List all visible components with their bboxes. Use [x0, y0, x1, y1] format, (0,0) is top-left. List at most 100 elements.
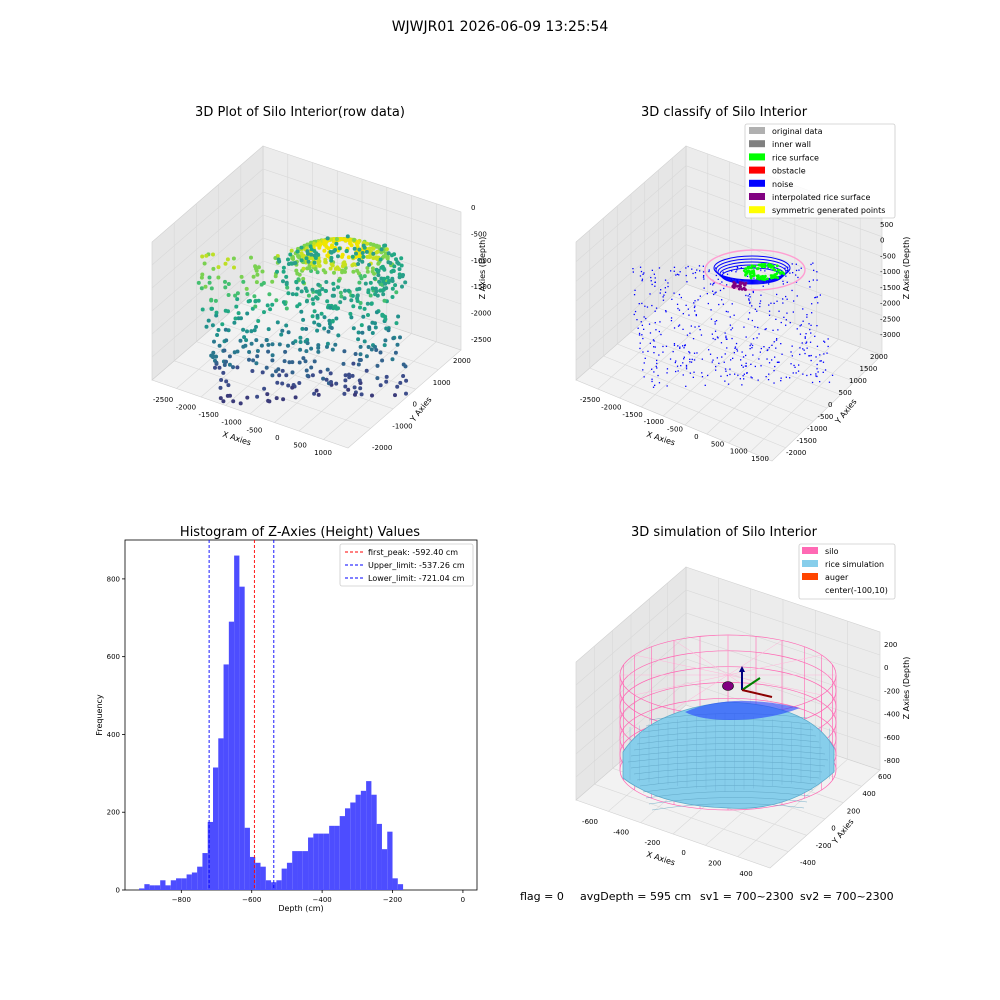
noise-point — [720, 375, 722, 377]
noise-point — [813, 269, 815, 271]
noise-point — [737, 374, 739, 376]
histogram-bar — [329, 825, 335, 890]
raw-point — [331, 287, 336, 292]
noise-point — [721, 356, 723, 358]
raw-point — [363, 281, 368, 286]
classify-plot-legend: original data inner wall rice surface obsta… — [744, 123, 896, 219]
noise-point — [751, 319, 753, 322]
raw-point — [254, 280, 259, 285]
rice-surface-point — [755, 274, 759, 278]
noise-point — [653, 371, 655, 373]
simulation-x-tick-label: -200 — [644, 839, 660, 847]
noise-point — [802, 348, 804, 350]
classify-plot-z-ticks: 500 0 -500 -1000 -1500 -2000 -2500 -3000 — [880, 221, 900, 339]
noise-point — [735, 271, 737, 273]
raw-plot-y-ticks: 2000 1000 0 -1000 -2000 — [372, 357, 471, 452]
raw-point — [350, 254, 355, 259]
noise-point — [652, 339, 655, 341]
histogram-bar — [339, 816, 345, 890]
noise-point — [759, 305, 761, 308]
rice-surface-point — [756, 277, 759, 280]
noise-point — [721, 299, 723, 301]
simulation-z-tick-label: -800 — [884, 757, 900, 765]
histogram-reference-lines — [208, 540, 275, 890]
raw-point — [266, 327, 271, 332]
noise-point — [722, 303, 724, 305]
noise-point — [762, 285, 764, 287]
noise-point — [643, 376, 645, 378]
raw-point — [384, 286, 389, 291]
raw-point — [299, 309, 304, 314]
raw-point — [241, 279, 246, 284]
noise-point — [694, 300, 696, 302]
noise-point — [654, 310, 656, 312]
raw-point — [373, 286, 378, 291]
raw-point — [255, 394, 260, 399]
noise-point — [697, 299, 699, 301]
classify-x-tick-label: -2000 — [601, 403, 621, 411]
noise-point — [810, 263, 812, 266]
noise-point — [733, 314, 735, 316]
grid-line — [617, 343, 814, 422]
raw-point — [356, 337, 361, 342]
noise-point — [731, 270, 733, 272]
noise-point — [644, 357, 646, 359]
raw-point — [298, 335, 303, 340]
histogram-bar — [334, 825, 340, 890]
raw-point — [404, 378, 409, 383]
histogram-bar — [160, 880, 166, 890]
classify-y-tick-label: 500 — [839, 389, 852, 397]
noise-point — [740, 359, 742, 361]
raw-point — [213, 365, 217, 370]
raw-point — [246, 299, 251, 304]
noise-point — [758, 358, 760, 360]
noise-point — [671, 298, 673, 300]
raw-point — [312, 320, 317, 325]
histogram-bar — [350, 802, 356, 890]
noise-point — [683, 347, 685, 349]
simulation-x-tick-label: -400 — [613, 828, 629, 836]
raw-point — [323, 270, 328, 275]
raw-point — [383, 317, 388, 322]
raw-point — [331, 281, 336, 286]
raw-point — [373, 325, 378, 330]
noise-point — [750, 343, 752, 345]
noise-point — [815, 296, 817, 298]
raw-point — [404, 391, 408, 396]
raw-point — [369, 301, 374, 306]
rice-surface-point — [748, 272, 752, 276]
noise-point — [639, 275, 642, 277]
noise-point — [725, 310, 727, 313]
raw-plot-points — [196, 234, 409, 406]
raw-point — [348, 311, 353, 316]
classify-y-tick-label: 0 — [828, 401, 832, 409]
noise-point — [736, 267, 739, 269]
histogram-bar — [392, 878, 398, 890]
noise-point — [640, 321, 642, 323]
simulation-plot-z-label: Z Axies (Depth) — [902, 657, 911, 720]
noise-point — [701, 372, 703, 374]
simulation-plot-legend: silo rice simulation auger center(-100,10) — [798, 543, 896, 600]
raw-y-tick-label: -2000 — [372, 444, 392, 452]
raw-point — [290, 385, 295, 390]
raw-point — [301, 356, 306, 361]
raw-point — [365, 301, 370, 306]
noise-point — [682, 362, 684, 364]
noise-point — [653, 346, 655, 348]
noise-point — [827, 338, 829, 340]
noise-point — [816, 271, 818, 273]
rice-surface-point — [767, 264, 770, 268]
raw-point — [320, 287, 325, 291]
noise-point — [780, 377, 782, 379]
rice-top-shading — [685, 700, 800, 720]
silo-roof-line — [673, 640, 729, 676]
grid-line — [630, 331, 828, 409]
noise-point — [809, 328, 811, 331]
classify-legend-label: symmetric generated points — [772, 206, 885, 215]
rice-surface-point — [763, 265, 767, 269]
noise-point — [711, 333, 713, 335]
raw-point — [297, 302, 302, 307]
raw-point — [339, 294, 344, 299]
histogram-bar — [197, 866, 203, 890]
raw-point — [245, 311, 250, 316]
